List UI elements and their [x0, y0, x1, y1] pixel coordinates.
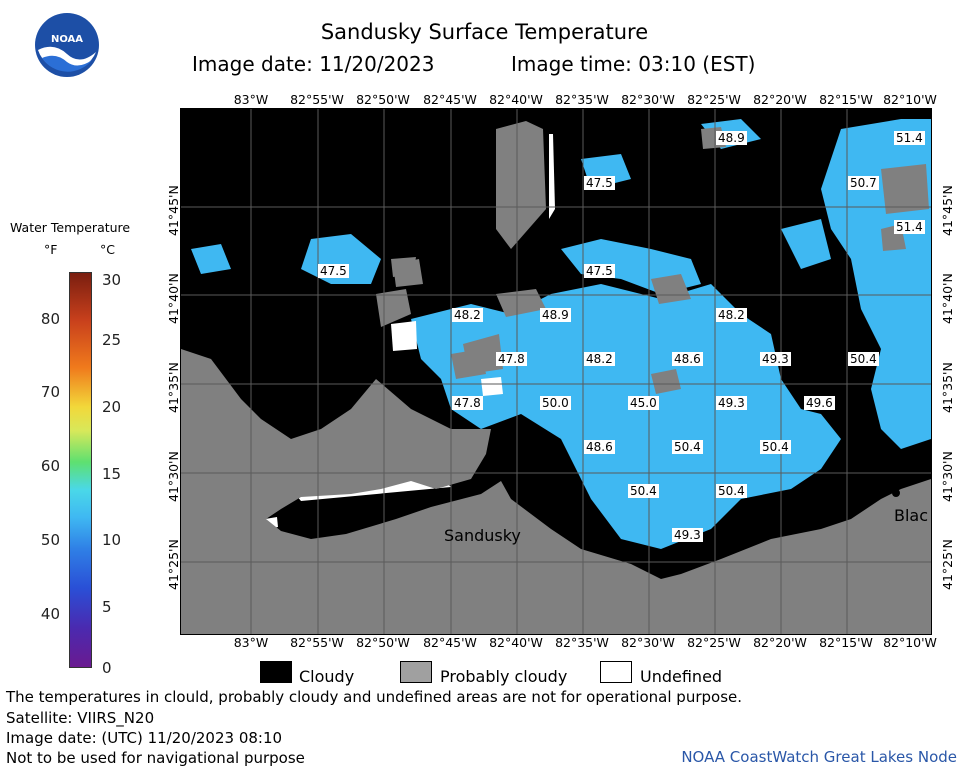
temperature-label: 49.3: [716, 396, 747, 410]
map-canvas: [181, 109, 931, 634]
temperature-label: 48.2: [452, 308, 483, 322]
celsius-tick: 0: [102, 659, 112, 677]
temperature-label: 50.4: [760, 440, 791, 454]
longitude-label: 82°10'W: [883, 635, 937, 650]
latitude-label: 41°25'N: [166, 539, 181, 590]
temperature-label: 50.4: [672, 440, 703, 454]
legend-cloudy-label: Cloudy: [299, 667, 355, 686]
temperature-label: 47.8: [452, 396, 483, 410]
celsius-tick: 15: [102, 465, 122, 483]
graticule: [181, 109, 931, 634]
fahrenheit-tick: 60: [40, 457, 60, 475]
nav-warning-text: Not to be used for navigational purpose: [6, 749, 305, 767]
longitude-label: 82°50'W: [356, 92, 410, 107]
celsius-tick: 25: [102, 331, 122, 349]
temperature-label: 48.9: [716, 131, 747, 145]
longitude-label: 82°55'W: [290, 635, 344, 650]
longitude-label: 82°40'W: [489, 92, 543, 107]
temperature-label: 51.4: [894, 220, 925, 234]
latitude-label: 41°30'N: [940, 451, 955, 502]
legend-undefined-swatch: [600, 661, 632, 683]
temperature-label: 48.6: [584, 440, 615, 454]
legend-cloudy-swatch: [260, 661, 292, 683]
longitude-label: 82°40'W: [489, 635, 543, 650]
longitude-label: 82°55'W: [290, 92, 344, 107]
temperature-label: 47.5: [584, 264, 615, 278]
map-title: Sandusky Surface Temperature: [320, 20, 649, 44]
temperature-label: 48.9: [540, 308, 571, 322]
longitude-label: 82°15'W: [819, 92, 873, 107]
temperature-label: 48.6: [672, 352, 703, 366]
celsius-tick: 20: [102, 398, 122, 416]
longitude-label: 82°45'W: [423, 635, 477, 650]
latitude-label: 41°30'N: [166, 451, 181, 502]
unit-fahrenheit: °F: [44, 242, 58, 257]
legend-undefined-label: Undefined: [640, 667, 723, 686]
longitude-label: 82°50'W: [356, 635, 410, 650]
colorbar-title: Water Temperature: [10, 220, 131, 235]
temperature-label: 50.4: [848, 352, 879, 366]
unit-celsius: °C: [100, 242, 115, 257]
fahrenheit-tick: 80: [40, 310, 60, 328]
colorbar-gradient: [69, 272, 92, 668]
longitude-label: 83°W: [233, 635, 269, 650]
temperature-label: 47.5: [318, 264, 349, 278]
disclaimer-text: The temperatures in clould, probably clo…: [6, 688, 743, 706]
longitude-label: 82°35'W: [555, 92, 609, 107]
image-date: Image date: 11/20/2023: [192, 52, 435, 76]
place-label-sandusky: Sandusky: [444, 526, 521, 545]
fahrenheit-tick: 70: [40, 383, 60, 401]
latitude-label: 41°45'N: [166, 185, 181, 236]
celsius-tick: 10: [102, 531, 122, 549]
longitude-label: 82°20'W: [753, 635, 807, 650]
place-label-partial: Blac: [894, 506, 929, 525]
temperature-label: 50.4: [628, 484, 659, 498]
celsius-tick: 5: [102, 598, 112, 616]
longitude-label: 82°35'W: [555, 635, 609, 650]
map-area: [180, 108, 932, 635]
utc-date-text: Image date: (UTC) 11/20/2023 08:10: [6, 729, 283, 747]
islands: [376, 121, 546, 374]
legend-probably-cloudy-swatch: [400, 661, 432, 683]
longitude-label: 82°30'W: [621, 635, 675, 650]
temperature-label: 49.3: [760, 352, 791, 366]
temperature-label: 47.8: [496, 352, 527, 366]
fahrenheit-tick: 40: [40, 605, 60, 623]
latitude-label: 41°35'N: [166, 362, 181, 413]
latitude-label: 41°35'N: [940, 362, 955, 413]
place-dot: [892, 489, 900, 497]
satellite-text: Satellite: VIIRS_N20: [6, 709, 155, 727]
land-area: [181, 349, 931, 634]
temperature-label: 50.4: [716, 484, 747, 498]
celsius-tick: 30: [102, 271, 122, 289]
latitude-label: 41°40'N: [166, 273, 181, 324]
image-time: Image time: 03:10 (EST): [511, 52, 756, 76]
temperature-label: 47.5: [584, 176, 615, 190]
latitude-label: 41°45'N: [940, 185, 955, 236]
latitude-label: 41°25'N: [940, 539, 955, 590]
temperature-label: 48.2: [584, 352, 615, 366]
logo-text: NOAA: [51, 34, 83, 45]
longitude-label: 82°25'W: [687, 635, 741, 650]
longitude-label: 82°45'W: [423, 92, 477, 107]
fahrenheit-tick: 50: [40, 531, 60, 549]
noaa-logo: NOAA: [34, 12, 100, 78]
temperature-label: 50.7: [848, 176, 879, 190]
temperature-label: 49.6: [804, 396, 835, 410]
longitude-label: 82°20'W: [753, 92, 807, 107]
longitude-label: 82°15'W: [819, 635, 873, 650]
legend-probably-cloudy-label: Probably cloudy: [440, 667, 568, 686]
temperature-label: 51.4: [894, 131, 925, 145]
temperature-label: 48.2: [716, 308, 747, 322]
longitude-label: 82°25'W: [687, 92, 741, 107]
temperature-label: 49.3: [672, 528, 703, 542]
longitude-label: 82°10'W: [883, 92, 937, 107]
longitude-label: 82°30'W: [621, 92, 675, 107]
credit-text: NOAA CoastWatch Great Lakes Node: [681, 748, 957, 766]
temperature-label: 45.0: [628, 396, 659, 410]
latitude-label: 41°40'N: [940, 273, 955, 324]
longitude-label: 83°W: [233, 92, 269, 107]
temperature-label: 50.0: [540, 396, 571, 410]
